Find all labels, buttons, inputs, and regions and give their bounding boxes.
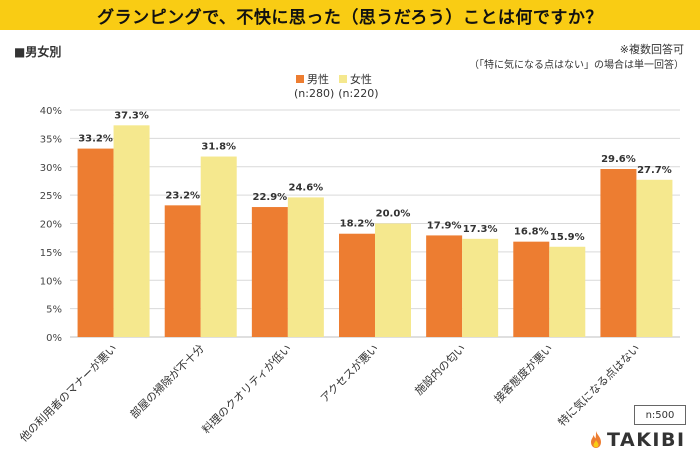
legend-n-female: (n:220) [338,87,379,100]
legend-item-male: 男性 [296,71,329,87]
note-multiple-answer: ※複数回答可 [619,43,684,56]
category-label: 料理のクオリティが低い [199,341,294,436]
category-label: 施設内の匂い [412,341,469,398]
data-label: 17.9% [427,220,462,231]
data-label: 27.7% [637,165,672,176]
bar-female [462,238,499,337]
data-label: 15.9% [550,232,585,243]
legend-swatch-female [339,75,347,83]
bar-female [113,125,150,337]
section-label: ■男女別 [14,45,62,59]
bar-female [287,197,324,337]
legend-swatch-male [296,75,304,83]
bar-male [426,235,463,337]
bar-female [636,179,673,337]
category-label: 接客態度が悪い [491,341,555,405]
y-tick-label: 20% [40,220,62,231]
category-label: 他の利用者のマナーが悪い [16,341,119,444]
bar-male [251,207,288,337]
legend: 男性 女性 [296,71,382,87]
data-label: 20.0% [376,209,411,220]
data-label: 33.2% [78,134,113,145]
bar-male [339,233,375,337]
logo-text: TAKIBI [607,429,686,451]
bar-female [200,156,237,337]
data-label: 24.6% [289,182,324,193]
category-label: 部屋の掃除が不十分 [127,341,207,421]
legend-sample-sizes: (n:280) (n:220) [294,87,383,100]
data-label: 22.9% [253,192,288,203]
y-tick-label: 5% [46,305,62,316]
y-tick-label: 10% [40,276,62,287]
flame-icon [591,431,601,448]
bar-female [375,223,411,337]
bar-male [164,205,201,337]
y-tick-label: 40% [40,106,62,117]
data-label: 18.2% [340,219,375,230]
data-label: 17.3% [463,224,498,235]
data-label: 29.6% [601,154,636,165]
title-bar: グランピングで、不快に思った（思うだろう）ことは何ですか？ [0,0,700,30]
legend-label-female: 女性 [350,73,372,86]
y-tick-label: 0% [46,333,62,344]
bar-male [600,169,637,337]
data-label: 31.8% [201,142,236,153]
y-tick-label: 25% [40,191,62,202]
note-single-answer: （「特に気になる点はない」の場合は単一回答） [469,60,684,71]
data-label: 16.8% [514,227,549,238]
data-label: 23.2% [165,190,200,201]
bar-female [549,246,586,337]
data-label: 37.3% [114,110,149,121]
legend-label-male: 男性 [307,73,329,86]
takibi-logo: TAKIBI [588,429,686,451]
y-tick-label: 15% [40,248,62,259]
chart-title: グランピングで、不快に思った（思うだろう）ことは何ですか？ [97,7,603,28]
bar-male [513,241,550,337]
category-label: アクセスが悪い [317,341,381,405]
y-tick-label: 35% [40,134,62,145]
sample-size-box: n:500 [634,405,686,425]
category-label: 特に気になる点はない [555,341,643,429]
y-tick-label: 30% [40,163,62,174]
legend-item-female: 女性 [339,71,372,87]
bar-male [77,148,114,337]
legend-n-male: (n:280) [294,87,335,100]
